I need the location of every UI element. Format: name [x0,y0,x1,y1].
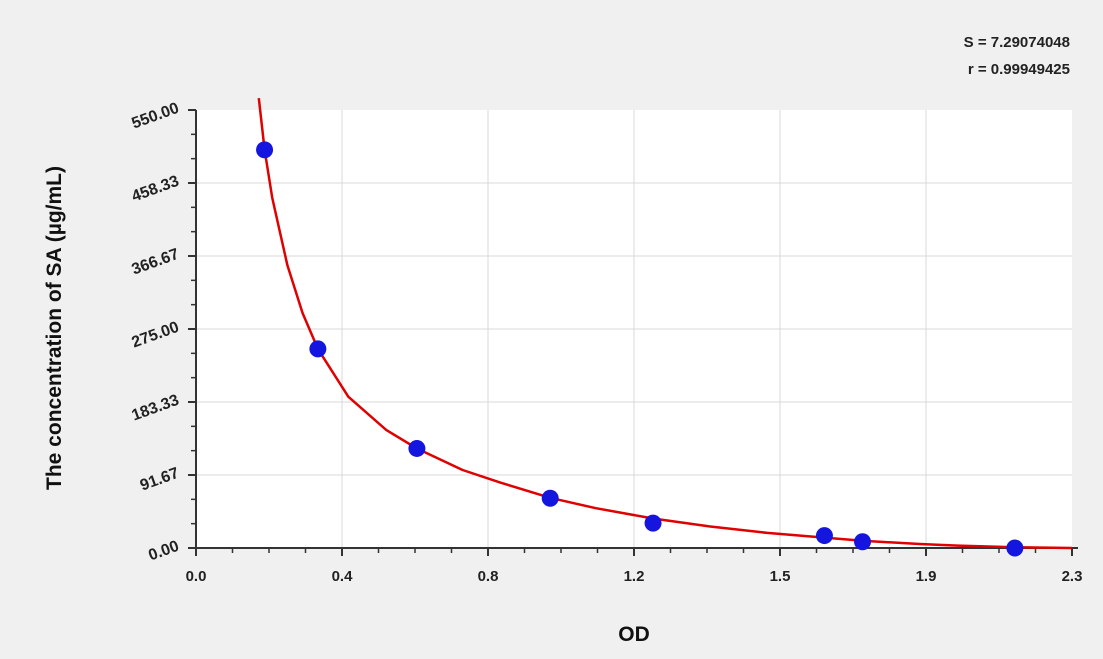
gridlines [196,110,1072,548]
y-tick-label: 91.67 [138,465,182,495]
fit-curve [257,97,1073,550]
data-point [1006,539,1024,557]
data-point [309,340,327,358]
y-tick-label: 275.00 [130,319,182,352]
fit-statistic-s: S = 7.29074048 [963,34,1070,51]
x-tick-labels: 0.0 0.4 0.8 1.2 1.5 1.9 2.3 [186,568,1083,585]
tick-marks [188,109,1073,556]
x-tick-label: 1.2 [624,568,645,585]
x-tick-label: 1.9 [916,568,937,585]
fit-statistic-r: r = 0.99949425 [967,61,1070,78]
x-tick-label: 0.4 [332,568,354,585]
x-axis-title: OD [618,623,650,646]
data-points-layer [256,141,1024,557]
data-point [541,489,559,507]
x-tick-label: 0.8 [478,568,499,585]
data-point [815,527,833,545]
data-point [408,439,426,457]
data-point [644,514,662,532]
x-tick-label: 0.0 [186,568,207,585]
y-tick-labels: 0.00 91.67 183.33 275.00 366.67 458.33 550.00 [130,100,182,565]
fit-curve-layer [257,97,1073,550]
y-axis-title: The concentration of SA (µg/mL) [43,166,66,490]
y-tick-label: 366.67 [130,246,182,279]
data-point [854,533,872,551]
x-tick-label: 1.5 [770,568,791,585]
y-tick-label: 550.00 [130,100,182,133]
y-tick-label: 183.33 [130,392,182,425]
data-point [256,141,274,159]
y-tick-label: 458.33 [130,173,182,206]
x-tick-label: 2.3 [1062,568,1083,585]
y-tick-label: 0.00 [146,538,181,565]
